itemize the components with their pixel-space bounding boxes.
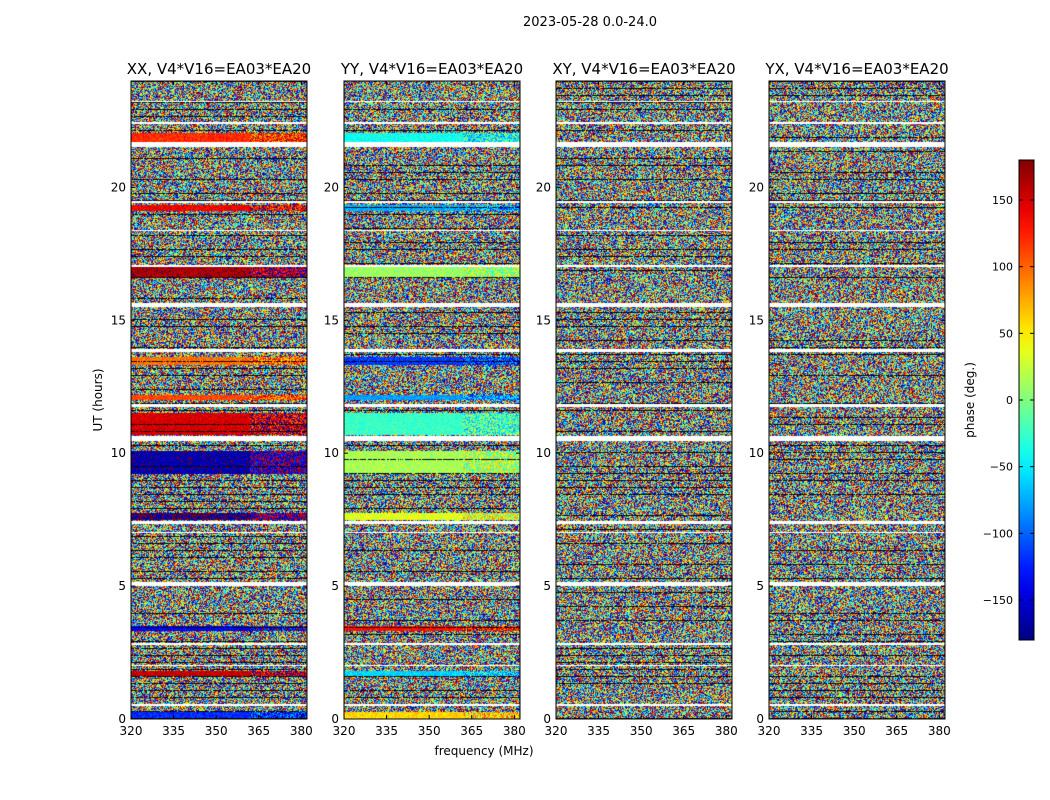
panel-title: XX, V4*V16=EA03*EA20 [127,60,311,78]
panel-title: XY, V4*V16=EA03*EA20 [552,60,735,78]
panel-group: XX, V4*V16=EA03*EA20 320 335 350 365 380 0 5 10 1… [111,60,951,738]
y-tick-label: 15 [324,313,339,327]
panel-yx: YX, V4*V16=EA03*EA20 320 335 350 365 380 0 5 10 1… [749,60,951,738]
y-tick-label: 15 [749,313,764,327]
y-tick-label: 10 [749,446,764,460]
y-tick-label: 5 [118,579,126,593]
x-axis-label: frequency (MHz) [434,744,533,758]
colorbar-tick-label: −50 [990,461,1013,474]
x-tick-label: 380 [715,724,738,738]
x-tick-label: 350 [418,724,441,738]
panel-frame [343,80,521,720]
colorbar-tick-label: 100 [992,261,1013,274]
phase-heatmap-yx [769,81,945,719]
y-tick-label: 5 [331,579,339,593]
x-tick-label: 320 [545,724,568,738]
x-tick-label: 335 [162,724,185,738]
colorbar-label: phase (deg.) [963,362,977,438]
x-tick-label: 350 [630,724,653,738]
colorbar-tick-label: 150 [992,194,1013,207]
colorbar-tick-label: −100 [983,527,1013,540]
x-tick-label: 350 [205,724,228,738]
x-tick-label: 335 [375,724,398,738]
x-tick-label: 365 [672,724,695,738]
x-tick-label: 365 [460,724,483,738]
y-tick-label: 0 [118,712,126,726]
y-tick-label: 0 [331,712,339,726]
x-tick-label: 365 [247,724,270,738]
figure-suptitle: 2023-05-28 0.0-24.0 [523,15,657,30]
x-tick-label: 365 [885,724,908,738]
y-tick-label: 5 [756,579,764,593]
phase-heatmap-yy [344,81,520,719]
phase-heatmap-xy [556,81,732,719]
colorbar-tick-label: −150 [983,594,1013,607]
colorbar-tick-label: 0 [1006,394,1013,407]
y-tick-label: 20 [536,180,551,194]
panel-frame [768,80,946,720]
y-tick-label: 10 [536,446,551,460]
x-tick-label: 350 [843,724,866,738]
x-tick-label: 380 [928,724,951,738]
y-axis-label: UT (hours) [91,368,105,431]
y-tick-label: 15 [111,313,126,327]
y-tick-label: 5 [543,579,551,593]
y-tick-label: 10 [111,446,126,460]
colorbar: −150 −100 −50 0 50 100 150 phase (deg.) [963,159,1035,641]
panel-xx: XX, V4*V16=EA03*EA20 320 335 350 365 380 0 5 10 1… [111,60,313,738]
x-tick-label: 320 [333,724,356,738]
y-tick-label: 0 [756,712,764,726]
y-tick-label: 20 [749,180,764,194]
x-tick-label: 320 [120,724,143,738]
panel-title: YX, V4*V16=EA03*EA20 [764,60,948,78]
panel-frame [130,80,308,720]
x-tick-label: 380 [290,724,313,738]
x-tick-label: 335 [800,724,823,738]
x-tick-label: 380 [503,724,526,738]
y-tick-label: 15 [536,313,551,327]
panel-frame [555,80,733,720]
y-tick-label: 10 [324,446,339,460]
colorbar-tick-label: 50 [999,327,1013,340]
panel-xy: XY, V4*V16=EA03*EA20 320 335 350 365 380 0 5 10 1… [536,60,738,738]
y-tick-label: 20 [324,180,339,194]
panel-yy: YY, V4*V16=EA03*EA20 320 335 350 365 380 0 5 10 1… [324,60,526,738]
phase-heatmap-xx [131,81,307,719]
panel-title: YY, V4*V16=EA03*EA20 [340,60,523,78]
y-tick-label: 0 [543,712,551,726]
x-tick-label: 335 [587,724,610,738]
y-tick-label: 20 [111,180,126,194]
x-tick-label: 320 [758,724,781,738]
